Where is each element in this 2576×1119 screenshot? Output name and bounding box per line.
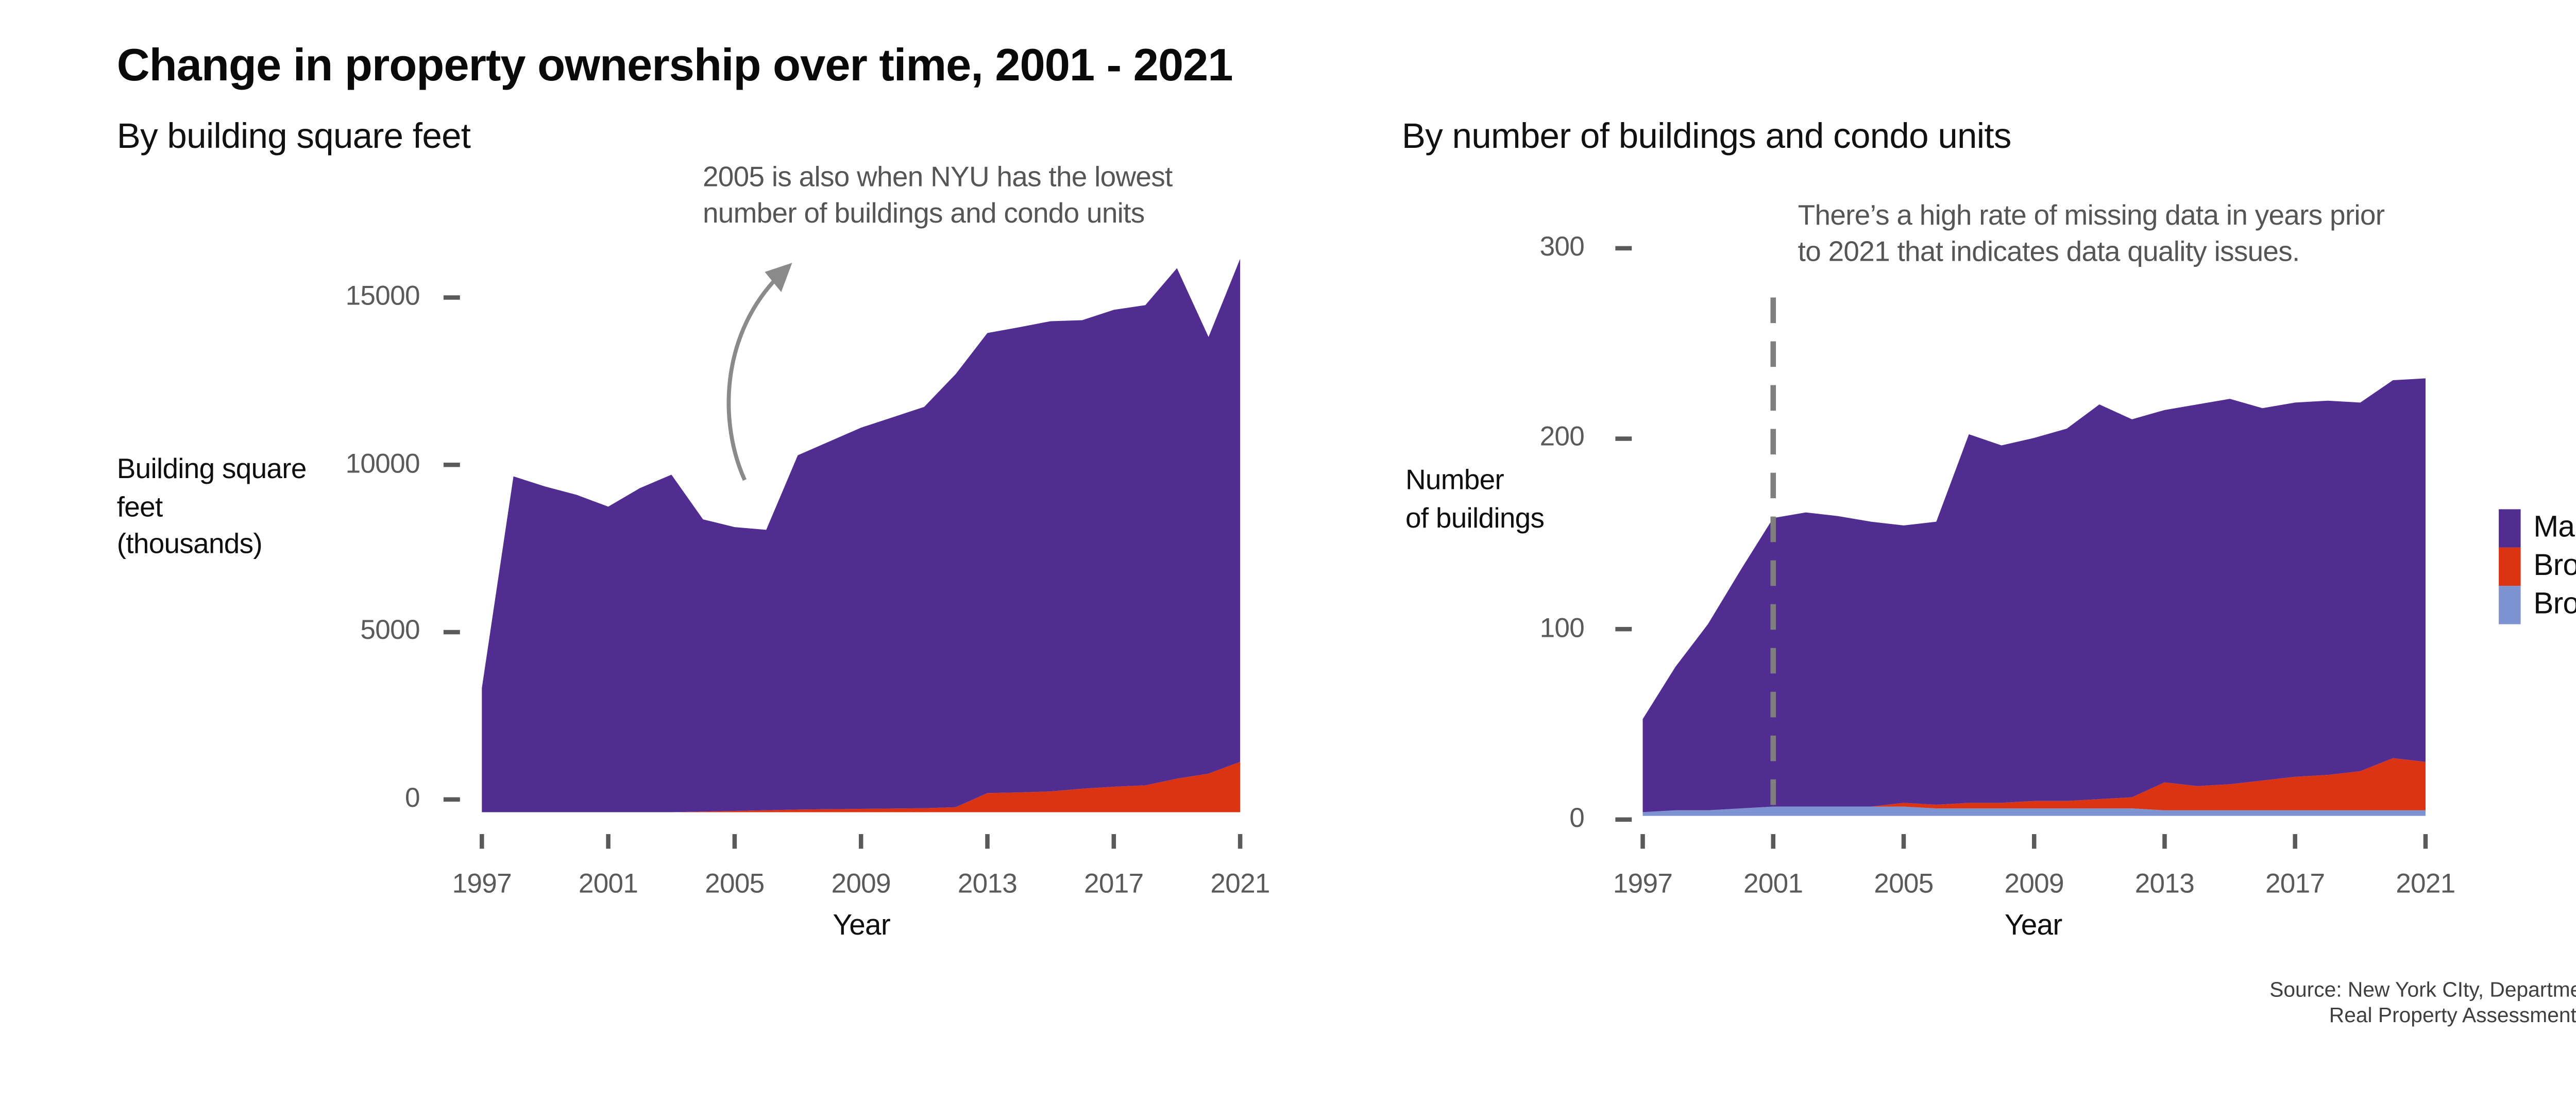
x-tick-label: 2013 [2134,869,2195,900]
source-line-2: Real Property Assessment Data (RPAD) [2329,1006,2576,1028]
chart-sqft-subtitle: By building square feet [116,116,471,157]
chart-sqft-annotation: 2005 is also when NYU has the lowest num… [702,162,1173,230]
chart-buildings-y-axis-label: Number of buildings [1405,465,1545,534]
chart-sqft-y-axis-label: Building square feet (thousands) [116,454,307,561]
x-tick-label: 2005 [705,869,765,900]
y-tick-label: 0 [1569,803,1585,835]
brooklyn-swatch-icon [2499,548,2521,586]
y-tick-label: 10000 [345,448,420,480]
page-title: Change in property ownership over time, … [116,40,1233,92]
legend-item-manhattan: Manhattan [2499,509,2576,547]
chart-sqft-x-axis-label: Year [833,910,891,942]
annotation-arrow-curve [726,279,776,481]
bronx-swatch-icon [2499,586,2521,624]
y-tick-label: 100 [1539,613,1585,644]
x-tick-label: 1997 [1613,869,1673,900]
y-tick-label: 200 [1539,422,1585,453]
y-tick-label: 0 [404,783,420,815]
legend-label-brooklyn: Brooklyn [2533,549,2576,583]
area-bronx [1642,806,2426,816]
legend-label-manhattan: Manhattan [2533,511,2576,544]
y-tick-label: 5000 [360,616,420,647]
chart-buildings-annotation: There’s a high rate of missing data in y… [1798,200,2385,268]
x-tick-label: 2013 [957,869,1018,900]
x-tick-label: 2005 [1874,869,1934,900]
legend-item-bronx: Bronx [2499,586,2576,624]
y-tick-label: 15000 [345,281,420,312]
x-tick-label: 2017 [2265,869,2325,900]
legend: Manhattan Brooklyn Bronx [2499,509,2576,624]
area-brooklyn [482,761,1241,812]
y-tick-label: 300 [1539,231,1585,263]
area-manhattan [482,259,1241,812]
x-tick-label: 2017 [1084,869,1144,900]
x-tick-label: 2001 [578,869,638,900]
x-tick-label: 2021 [1210,869,1270,900]
annotation-arrowhead-icon [765,263,792,292]
area-manhattan [1642,378,2426,812]
legend-item-brooklyn: Brooklyn [2499,548,2576,586]
x-tick-label: 1997 [452,869,512,900]
chart-buildings-subtitle: By number of buildings and condo units [1401,116,2012,157]
chart-buildings-x-axis-label: Year [2004,910,2062,942]
source-line-1: Source: New York CIty, Department of Fin… [2269,980,2576,1002]
area-brooklyn [1642,758,2426,812]
x-tick-label: 2021 [2396,869,2455,900]
x-tick-label: 2001 [1743,869,1803,900]
manhattan-swatch-icon [2499,510,2521,547]
x-tick-label: 2009 [2004,869,2064,900]
source-credit: Source: New York CIty, Department of Fin… [1608,978,2576,1029]
legend-label-bronx: Bronx [2533,587,2576,621]
x-tick-label: 2009 [831,869,891,900]
